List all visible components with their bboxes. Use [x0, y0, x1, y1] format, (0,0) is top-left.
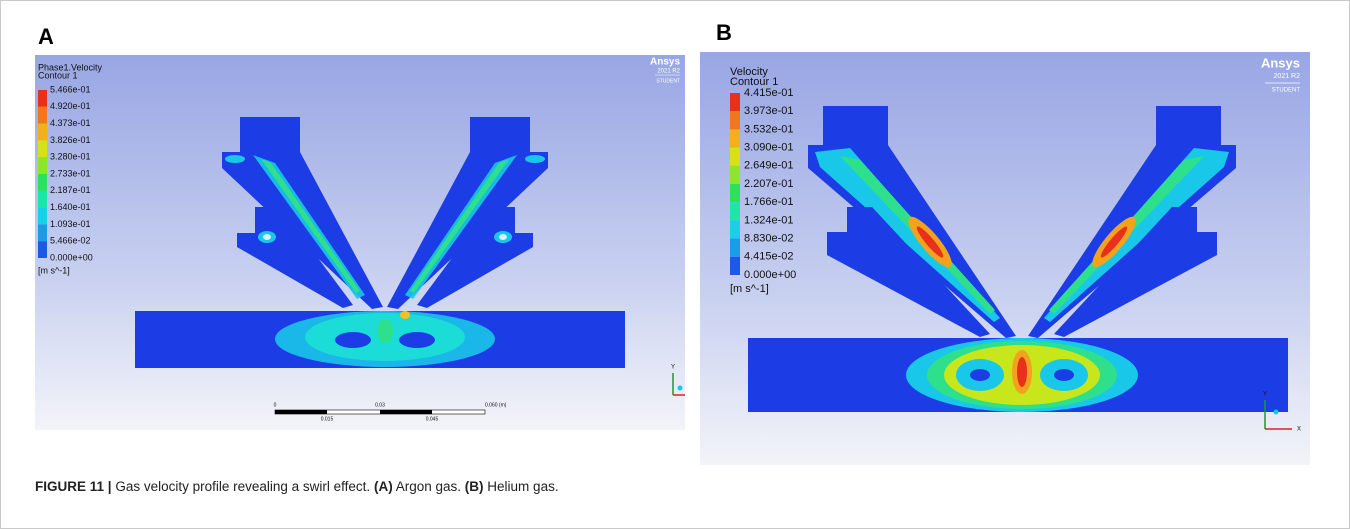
scale-label: 0 [274, 402, 277, 408]
legend-unit: [m s^-1] [730, 283, 769, 295]
background [35, 55, 685, 430]
axis-label: Y [671, 365, 675, 371]
colorbar-band [730, 166, 740, 184]
colorbar-label: 4.415e-01 [744, 87, 794, 99]
scale-label: 0.045 [426, 416, 439, 422]
legend-subtitle: Contour 1 [730, 76, 778, 88]
scale-label: 0.060 (m) [485, 402, 507, 408]
caption-label: FIGURE 11 | [35, 479, 112, 494]
colorbar-band [730, 202, 740, 220]
colorbar-label: 1.766e-01 [744, 196, 794, 208]
legend-subtitle: Contour 1 [38, 70, 78, 80]
figure-caption: FIGURE 11 | Gas velocity profile reveali… [35, 479, 559, 494]
colorbar-band [38, 241, 47, 258]
contour [399, 332, 435, 348]
simulation-panel: 4.415e-01 3.973e-01 3.532e-01 3.090e-01 2.64… [700, 52, 1310, 465]
colorbar-label: 3.532e-01 [744, 123, 794, 135]
colorbar-band [38, 224, 47, 241]
colorbar-band [730, 111, 740, 129]
colorbar-label: 0.000e+00 [50, 252, 93, 262]
colorbar-band [730, 148, 740, 166]
colorbar-band [38, 107, 47, 124]
caption-text: Argon gas. [396, 479, 461, 494]
simulation-panel: 5.466e-01 4.920e-01 4.373e-01 3.826e-01 3.28… [35, 55, 685, 430]
scale-label: 0.015 [321, 416, 334, 422]
colorbar-band [38, 174, 47, 191]
colorbar-label: 2.187e-01 [50, 185, 91, 195]
colorbar-label: 5.466e-01 [50, 84, 91, 94]
logo-brand: Ansys [650, 57, 680, 68]
colorbar-label: 1.093e-01 [50, 219, 91, 229]
scale-bar [275, 410, 485, 414]
colorbar-label: 2.733e-01 [50, 168, 91, 178]
colorbar-band [38, 124, 47, 141]
colorbar-band [38, 208, 47, 225]
contour [400, 311, 410, 319]
colorbar-label: 3.826e-01 [50, 135, 91, 145]
colorbar-band [38, 90, 47, 107]
colorbar: 4.415e-01 3.973e-01 3.532e-01 3.090e-01 2.64… [730, 87, 796, 281]
contour [335, 332, 371, 348]
colorbar-band [730, 93, 740, 111]
caption-label: (B) [465, 479, 484, 494]
caption-label: (A) [374, 479, 393, 494]
colorbar-band [730, 184, 740, 202]
contour [970, 369, 990, 381]
colorbar-label: 4.920e-01 [50, 101, 91, 111]
colorbar-band [38, 191, 47, 208]
legend-unit: [m s^-1] [38, 265, 70, 275]
logo-edition: STUDENT [1272, 88, 1301, 94]
logo-brand: Ansys [1261, 55, 1300, 70]
colorbar-band [38, 157, 47, 174]
logo-version: 2021 R2 [1274, 73, 1301, 80]
contour [377, 319, 393, 343]
logo-edition: STUDENT [656, 78, 680, 84]
panel-label: B [716, 20, 732, 46]
colorbar-band [730, 220, 740, 238]
contour [1054, 369, 1074, 381]
caption-text: Helium gas. [487, 479, 558, 494]
axis-label: X [1297, 427, 1301, 433]
axis-label: Y [1263, 392, 1267, 398]
colorbar-label: 2.207e-01 [744, 178, 794, 190]
colorbar-label: 1.640e-01 [50, 202, 91, 212]
colorbar-label: 2.649e-01 [744, 160, 794, 172]
colorbar-label: 5.466e-02 [50, 236, 91, 246]
scale-label: 0.03 [375, 402, 385, 408]
colorbar-label: 4.415e-02 [744, 251, 794, 263]
colorbar-label: 0.000e+00 [744, 269, 796, 281]
colorbar-band [730, 129, 740, 147]
panel-label: A [38, 24, 54, 50]
colorbar-label: 4.373e-01 [50, 118, 91, 128]
caption-text: Gas velocity profile revealing a swirl e… [115, 479, 370, 494]
logo-version: 2021 R2 [657, 69, 680, 75]
colorbar-label: 8.830e-02 [744, 233, 794, 245]
colorbar-label: 3.280e-01 [50, 152, 91, 162]
colorbar: 5.466e-01 4.920e-01 4.373e-01 3.826e-01 3.28… [38, 84, 93, 262]
contour [1017, 357, 1027, 387]
colorbar-label: 3.090e-01 [744, 142, 794, 154]
colorbar-band [730, 257, 740, 275]
colorbar-label: 1.324e-01 [744, 214, 794, 226]
colorbar-label: 3.973e-01 [744, 105, 794, 117]
colorbar-band [38, 140, 47, 157]
colorbar-band [730, 239, 740, 257]
